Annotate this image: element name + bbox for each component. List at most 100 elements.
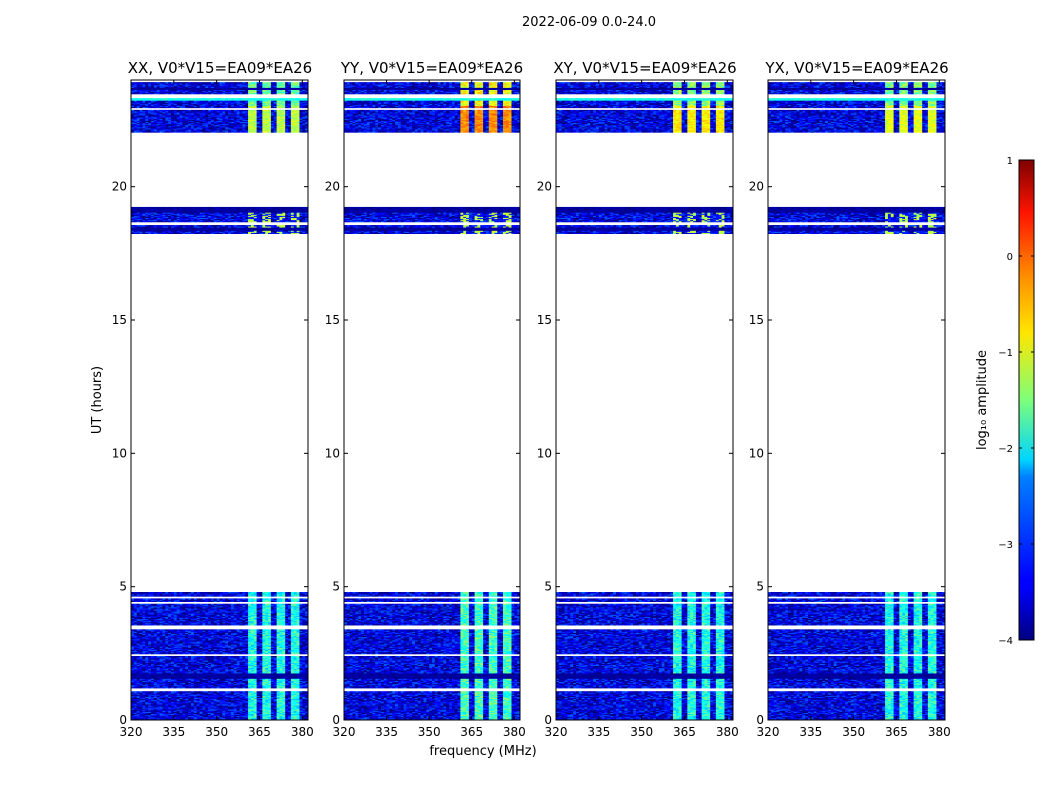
heatmap-cell — [276, 695, 280, 697]
heatmap-cell — [188, 696, 192, 698]
heatmap-cell — [268, 709, 272, 711]
heatmap-cell — [156, 712, 160, 714]
heatmap-cell — [230, 701, 235, 704]
heatmap-cell — [208, 702, 212, 705]
heatmap-cell — [293, 629, 297, 631]
heatmap-cell — [165, 702, 169, 705]
heatmap-cell — [293, 711, 297, 713]
heatmap-cell — [153, 697, 158, 700]
heatmap-cell — [262, 691, 266, 693]
heatmap-cell — [182, 629, 186, 631]
heatmap-cell — [142, 701, 146, 704]
heatmap-cell — [248, 629, 252, 631]
heatmap-cell — [131, 714, 135, 717]
heatmap-cell — [150, 707, 155, 709]
heatmap-cell — [285, 656, 289, 658]
heatmap-cell — [168, 700, 172, 703]
heatmap-cell — [276, 697, 280, 700]
heatmap-cell — [270, 698, 275, 701]
heatmap-cell — [196, 698, 200, 701]
heatmap-cell — [213, 699, 218, 702]
heatmap-cell — [205, 629, 209, 631]
heatmap-cell — [162, 711, 166, 713]
heatmap-cell — [213, 656, 218, 658]
heatmap-cell — [302, 629, 306, 631]
heatmap-cell — [282, 704, 286, 706]
heatmap-cell — [196, 701, 200, 704]
heatmap-cell — [182, 714, 186, 717]
heatmap-cell — [290, 697, 295, 700]
heatmap-cell — [288, 711, 292, 713]
heatmap-cell — [196, 691, 200, 693]
heatmap-cell — [182, 707, 186, 709]
heatmap-cell — [230, 699, 235, 702]
heatmap-cell — [182, 691, 186, 693]
heatmap-cell — [165, 715, 169, 718]
heatmap-cell — [133, 695, 138, 697]
heatmap-cell — [245, 712, 249, 714]
heatmap-cell — [276, 714, 280, 717]
heatmap-cell — [148, 695, 152, 697]
heatmap-cell — [199, 704, 203, 706]
heatmap-cell — [290, 629, 295, 631]
heatmap-cell — [216, 697, 220, 700]
heatmap-cell — [196, 716, 200, 719]
heatmap-cell — [290, 699, 295, 702]
heatmap-cell — [288, 695, 292, 697]
heatmap-cell — [153, 698, 158, 701]
heatmap-cell — [239, 695, 243, 697]
heatmap-cell — [193, 691, 198, 693]
heatmap-cell — [279, 707, 283, 709]
heatmap-cell — [270, 710, 275, 712]
heatmap-cell — [173, 710, 178, 712]
heatmap-cell — [196, 700, 200, 703]
heatmap-cell — [285, 708, 289, 710]
heatmap-cell — [150, 717, 155, 720]
heatmap-cell — [205, 697, 209, 700]
heatmap-cell — [239, 699, 243, 702]
heatmap-cell — [225, 709, 229, 711]
heatmap-cell — [239, 656, 243, 658]
heatmap-cell — [168, 656, 172, 658]
heatmap-cell — [219, 713, 223, 716]
heatmap-cell — [213, 707, 218, 709]
heatmap-cell — [190, 715, 195, 718]
heatmap-cell — [250, 717, 255, 720]
heatmap-cell — [139, 695, 143, 697]
heatmap-cell — [188, 629, 192, 631]
heatmap-cell — [159, 711, 163, 713]
heatmap-cell — [230, 713, 235, 716]
heatmap-cell — [170, 706, 175, 708]
heatmap-cell — [139, 711, 143, 713]
heatmap-cell — [242, 713, 246, 716]
heatmap-cell — [131, 704, 135, 706]
heatmap-cell — [210, 694, 215, 696]
heatmap-cell — [305, 705, 309, 707]
heatmap-cell — [205, 714, 209, 717]
heatmap-cell — [182, 716, 186, 719]
heatmap-cell — [259, 700, 263, 703]
heatmap-cell — [276, 706, 280, 708]
heatmap-cell — [188, 701, 192, 704]
heatmap-cell — [182, 708, 186, 710]
heatmap-cell — [185, 698, 189, 701]
heatmap-cell — [185, 696, 189, 698]
heatmap-cell — [268, 704, 272, 706]
heatmap-cell — [230, 695, 235, 697]
heatmap-cell — [230, 704, 235, 706]
heatmap-cell — [190, 656, 195, 658]
heatmap-cell — [199, 708, 203, 710]
heatmap-cell — [216, 713, 220, 716]
heatmap-cell — [133, 697, 138, 700]
heatmap-cell — [185, 702, 189, 705]
heatmap-cell — [239, 715, 243, 718]
heatmap-cell — [213, 697, 218, 700]
heatmap-cell — [190, 711, 195, 713]
heatmap-cell — [136, 702, 140, 705]
heatmap-cell — [170, 717, 175, 720]
heatmap-cell — [208, 699, 212, 702]
heatmap-cell — [165, 656, 169, 658]
heatmap-cell — [190, 701, 195, 704]
heatmap-cell — [219, 705, 223, 707]
heatmap-cell — [273, 708, 277, 710]
